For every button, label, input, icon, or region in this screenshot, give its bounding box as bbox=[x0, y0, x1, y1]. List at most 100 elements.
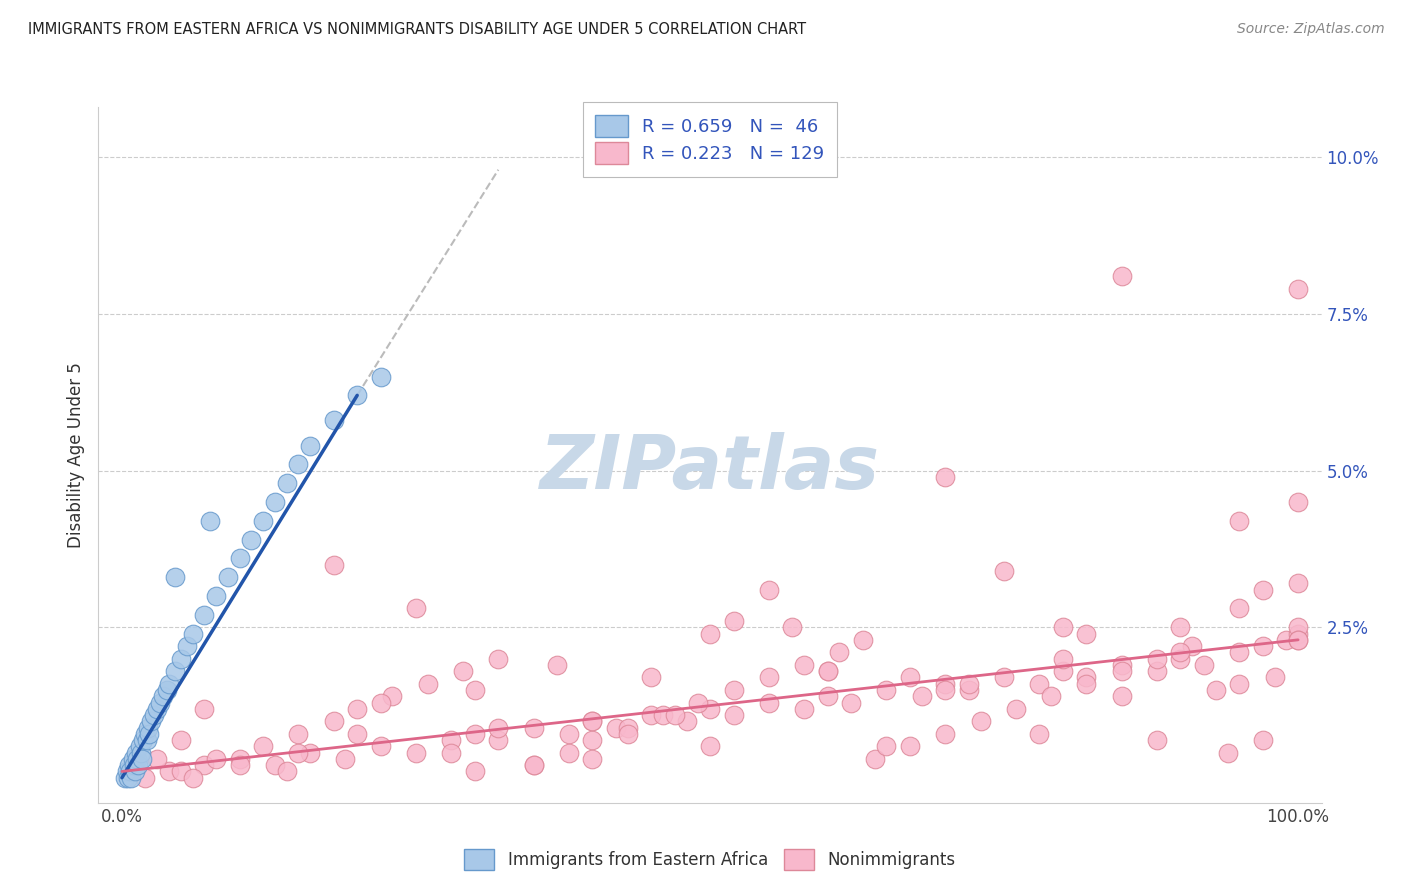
Point bbox=[969, 714, 991, 729]
Point bbox=[723, 708, 745, 723]
Point bbox=[117, 771, 139, 785]
Point bbox=[1286, 620, 1309, 634]
Point bbox=[228, 758, 250, 772]
Point bbox=[146, 702, 169, 716]
Point bbox=[1052, 620, 1074, 634]
Point bbox=[934, 676, 956, 690]
Point bbox=[114, 771, 136, 785]
Point bbox=[287, 727, 309, 741]
Point bbox=[699, 702, 721, 716]
Point bbox=[546, 657, 568, 672]
Point bbox=[193, 758, 215, 772]
Point bbox=[1111, 690, 1133, 704]
Point bbox=[287, 458, 309, 472]
Point bbox=[699, 626, 721, 640]
Point bbox=[370, 369, 392, 384]
Point bbox=[1181, 639, 1204, 653]
Point bbox=[1040, 690, 1063, 704]
Point bbox=[1227, 645, 1250, 659]
Point bbox=[993, 670, 1015, 684]
Point bbox=[723, 614, 745, 628]
Point bbox=[1111, 664, 1133, 678]
Point bbox=[181, 626, 204, 640]
Point bbox=[125, 746, 148, 760]
Point bbox=[1146, 651, 1168, 665]
Point bbox=[346, 727, 368, 741]
Point bbox=[1286, 626, 1309, 640]
Point bbox=[120, 771, 142, 785]
Point bbox=[581, 752, 603, 766]
Point bbox=[370, 739, 392, 754]
Point bbox=[1251, 582, 1274, 597]
Point bbox=[1205, 683, 1227, 698]
Point bbox=[163, 664, 186, 678]
Point bbox=[640, 708, 662, 723]
Point bbox=[157, 764, 180, 779]
Point bbox=[205, 752, 228, 766]
Point bbox=[758, 582, 780, 597]
Point bbox=[163, 570, 186, 584]
Point bbox=[664, 708, 686, 723]
Point bbox=[1052, 651, 1074, 665]
Point bbox=[523, 758, 546, 772]
Point bbox=[1275, 632, 1298, 647]
Point bbox=[170, 733, 193, 747]
Point bbox=[440, 746, 463, 760]
Point bbox=[934, 727, 956, 741]
Point bbox=[405, 746, 427, 760]
Point bbox=[134, 771, 156, 785]
Point bbox=[1286, 632, 1309, 647]
Point bbox=[817, 664, 839, 678]
Point bbox=[1286, 576, 1309, 591]
Point bbox=[205, 589, 228, 603]
Point bbox=[1111, 657, 1133, 672]
Point bbox=[1251, 733, 1274, 747]
Point bbox=[523, 721, 546, 735]
Point bbox=[346, 388, 368, 402]
Point bbox=[1227, 514, 1250, 528]
Point bbox=[581, 733, 603, 747]
Point bbox=[640, 670, 662, 684]
Point bbox=[1227, 676, 1250, 690]
Point bbox=[120, 764, 142, 779]
Point bbox=[1170, 620, 1192, 634]
Point bbox=[322, 558, 344, 572]
Point bbox=[170, 651, 193, 665]
Point bbox=[558, 727, 581, 741]
Point bbox=[152, 690, 174, 704]
Point bbox=[122, 758, 145, 772]
Point bbox=[581, 714, 603, 729]
Point bbox=[1170, 645, 1192, 659]
Point bbox=[299, 438, 322, 452]
Point bbox=[149, 696, 172, 710]
Point bbox=[1227, 601, 1250, 615]
Point bbox=[322, 714, 344, 729]
Point bbox=[793, 657, 815, 672]
Point bbox=[252, 739, 274, 754]
Point bbox=[176, 639, 198, 653]
Point bbox=[486, 721, 509, 735]
Point bbox=[1251, 639, 1274, 653]
Point bbox=[157, 676, 180, 690]
Point bbox=[193, 607, 215, 622]
Point bbox=[181, 771, 204, 785]
Text: Source: ZipAtlas.com: Source: ZipAtlas.com bbox=[1237, 22, 1385, 37]
Point bbox=[1216, 746, 1239, 760]
Point bbox=[581, 714, 603, 729]
Point bbox=[957, 676, 980, 690]
Point bbox=[1286, 495, 1309, 509]
Point bbox=[688, 696, 710, 710]
Point bbox=[131, 752, 153, 766]
Point bbox=[276, 764, 298, 779]
Point bbox=[252, 514, 274, 528]
Point bbox=[863, 752, 886, 766]
Point bbox=[141, 714, 163, 729]
Point bbox=[652, 708, 675, 723]
Point bbox=[381, 690, 404, 704]
Point bbox=[605, 721, 627, 735]
Point bbox=[228, 752, 250, 766]
Point bbox=[758, 670, 780, 684]
Point bbox=[1170, 651, 1192, 665]
Point bbox=[1052, 664, 1074, 678]
Point bbox=[1286, 632, 1309, 647]
